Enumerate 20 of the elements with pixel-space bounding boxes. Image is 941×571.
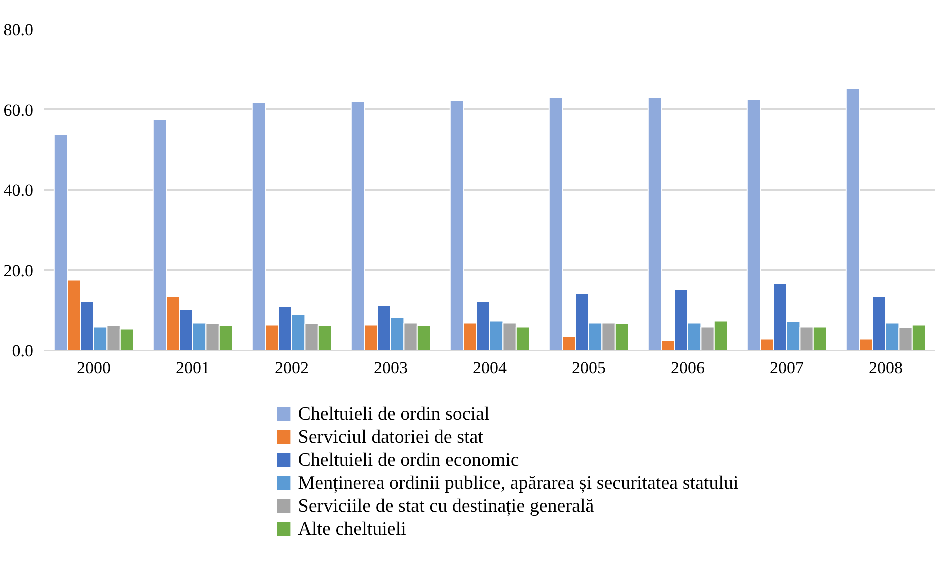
x-tick-label: 2005: [572, 358, 606, 378]
y-tick-label: 80.0: [4, 20, 34, 40]
legend-label: Menținerea ordinii publice, apărarea și securitatea statului: [298, 473, 739, 494]
legend-label: Cheltuieli de ordin social: [298, 404, 490, 425]
y-tick-label: 20.0: [4, 261, 34, 280]
y-tick-label: 40.0: [4, 181, 34, 200]
x-tick-label: 2001: [176, 358, 210, 378]
legend-label: Serviciile de stat cu destinație generală: [298, 496, 595, 517]
x-tick-label: 2000: [77, 358, 111, 378]
y-tick-label: 60.0: [4, 100, 34, 120]
x-tick-label: 2006: [671, 358, 705, 378]
legend-label: Serviciul datoriei de stat: [298, 427, 484, 448]
legend-label: Alte cheltuieli: [298, 519, 406, 540]
x-tick-label: 2008: [869, 358, 903, 378]
y-tick-label: 0.0: [12, 342, 34, 360]
legend-label: Cheltuieli de ordin economic: [298, 450, 520, 471]
x-tick-label: 2003: [374, 358, 408, 378]
x-tick-label: 2004: [473, 358, 508, 378]
x-tick-label: 2007: [770, 358, 804, 378]
x-tick-label: 2002: [275, 358, 309, 378]
